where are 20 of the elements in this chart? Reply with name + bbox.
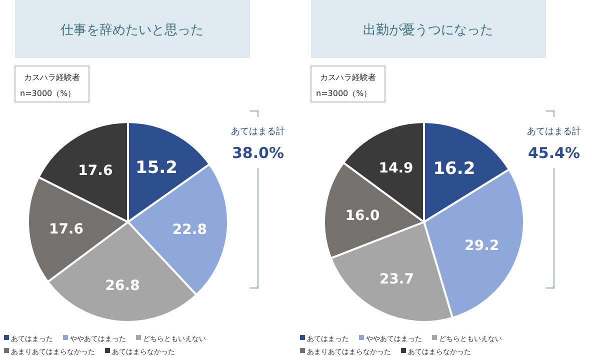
text: カスハラ経験者 — [24, 73, 80, 82]
data-label: 15.2 — [136, 158, 178, 178]
data-label: 17.6 — [78, 163, 113, 180]
text: あてはまる計 — [231, 126, 285, 137]
data-label: 16.2 — [433, 158, 476, 179]
text: 45.4% — [528, 144, 580, 162]
data-label: 14.9 — [378, 160, 414, 177]
data-label: 17.6 — [48, 221, 84, 238]
chart-title: 出勤が憂うつになった — [363, 23, 493, 38]
text: n=3000（%） — [20, 89, 76, 98]
data-label: 22.8 — [172, 222, 207, 238]
data-label: 29.2 — [464, 238, 500, 254]
text: 38.0% — [232, 144, 284, 162]
chart-title: 仕事を辞めたいと思った — [60, 23, 204, 38]
text: n=3000（%） — [316, 89, 372, 98]
text: カスハラ経験者 — [320, 73, 376, 82]
data-label: 16.0 — [345, 208, 380, 224]
text: あてはまる計 — [527, 126, 581, 137]
data-label: 26.8 — [105, 278, 140, 294]
data-label: 23.7 — [379, 272, 414, 288]
